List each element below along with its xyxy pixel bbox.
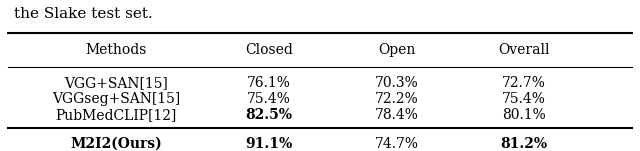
Text: 76.1%: 76.1% [247,76,291,90]
Text: 80.1%: 80.1% [502,108,546,122]
Text: M2I2(Ours): M2I2(Ours) [70,137,162,151]
Text: Open: Open [378,43,415,57]
Text: 75.4%: 75.4% [502,92,546,106]
Text: 82.5%: 82.5% [246,108,292,122]
Text: 72.7%: 72.7% [502,76,546,90]
Text: Closed: Closed [245,43,293,57]
Text: 91.1%: 91.1% [245,137,292,151]
Text: Methods: Methods [85,43,147,57]
Text: PubMedCLIP[12]: PubMedCLIP[12] [56,108,177,122]
Text: 78.4%: 78.4% [374,108,419,122]
Text: 75.4%: 75.4% [247,92,291,106]
Text: Overall: Overall [498,43,550,57]
Text: 74.7%: 74.7% [374,137,419,151]
Text: VGG+SAN[15]: VGG+SAN[15] [64,76,168,90]
Text: 81.2%: 81.2% [500,137,547,151]
Text: 70.3%: 70.3% [374,76,419,90]
Text: the Slake test set.: the Slake test set. [14,7,153,21]
Text: VGGseg+SAN[15]: VGGseg+SAN[15] [52,92,180,106]
Text: 72.2%: 72.2% [374,92,419,106]
